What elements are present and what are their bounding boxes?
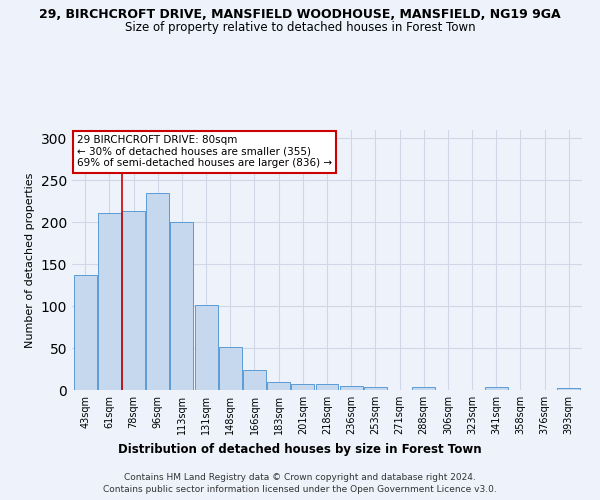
Text: 29 BIRCHCROFT DRIVE: 80sqm
← 30% of detached houses are smaller (355)
69% of sem: 29 BIRCHCROFT DRIVE: 80sqm ← 30% of deta… bbox=[77, 135, 332, 168]
Bar bbox=[194, 306, 218, 390]
Bar bbox=[219, 347, 242, 390]
Bar bbox=[243, 370, 266, 390]
Bar bbox=[98, 213, 121, 390]
Bar bbox=[485, 388, 508, 390]
Text: Contains HM Land Registry data © Crown copyright and database right 2024.: Contains HM Land Registry data © Crown c… bbox=[124, 472, 476, 482]
Bar bbox=[316, 384, 338, 390]
Text: Distribution of detached houses by size in Forest Town: Distribution of detached houses by size … bbox=[118, 442, 482, 456]
Bar bbox=[364, 388, 387, 390]
Bar bbox=[122, 210, 145, 390]
Text: 29, BIRCHCROFT DRIVE, MANSFIELD WOODHOUSE, MANSFIELD, NG19 9GA: 29, BIRCHCROFT DRIVE, MANSFIELD WOODHOUS… bbox=[39, 8, 561, 20]
Bar bbox=[146, 193, 169, 390]
Bar bbox=[267, 382, 290, 390]
Bar bbox=[74, 275, 97, 390]
Text: Size of property relative to detached houses in Forest Town: Size of property relative to detached ho… bbox=[125, 21, 475, 34]
Bar bbox=[557, 388, 580, 390]
Bar bbox=[170, 222, 193, 390]
Bar bbox=[412, 388, 435, 390]
Text: Contains public sector information licensed under the Open Government Licence v3: Contains public sector information licen… bbox=[103, 485, 497, 494]
Bar bbox=[340, 386, 362, 390]
Bar bbox=[292, 384, 314, 390]
Y-axis label: Number of detached properties: Number of detached properties bbox=[25, 172, 35, 348]
